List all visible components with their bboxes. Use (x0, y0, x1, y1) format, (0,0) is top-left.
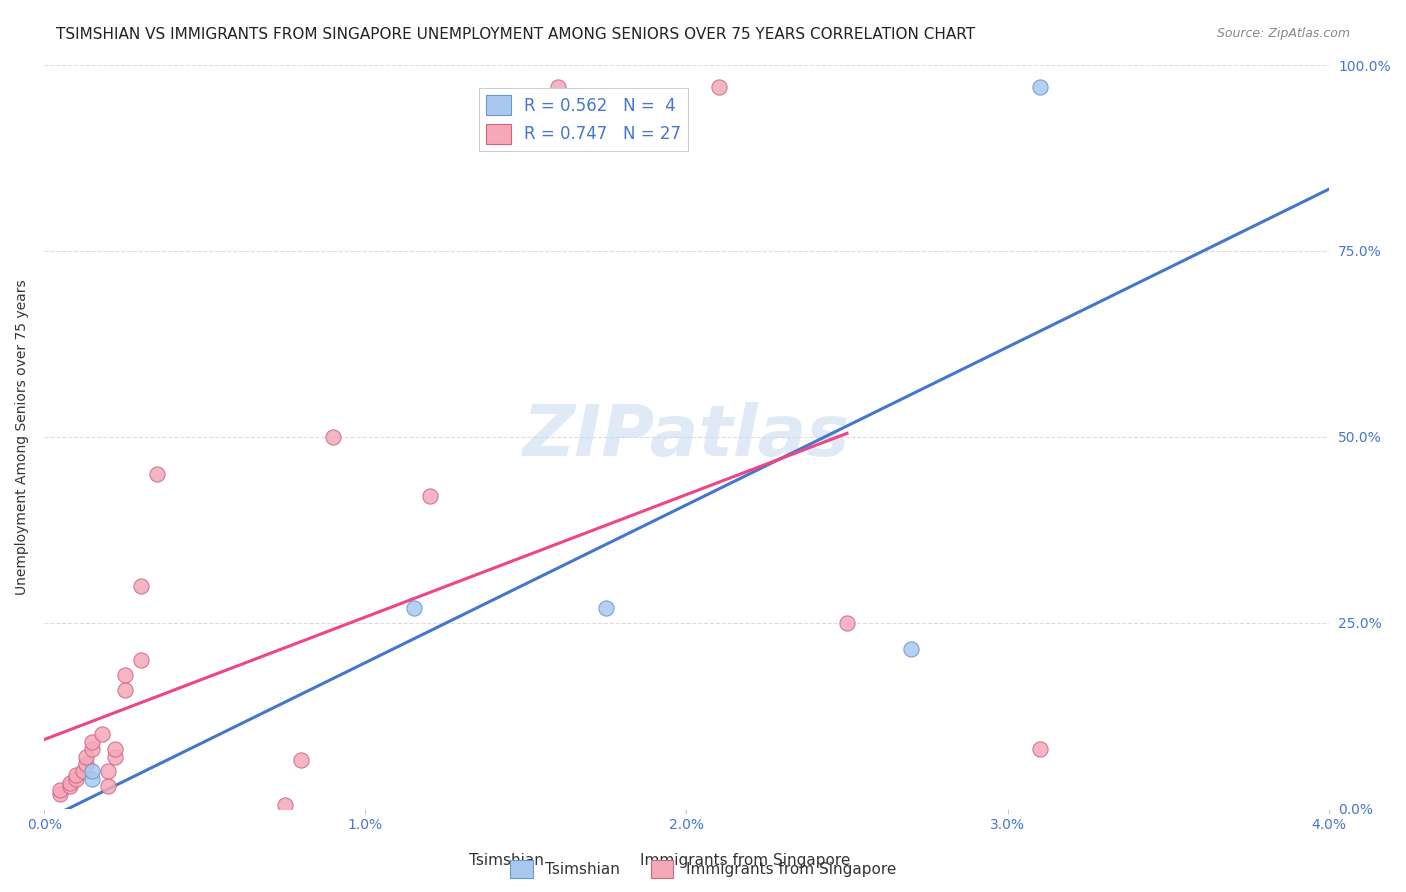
Point (82, 742, 104, 756)
Point (65, 768, 87, 782)
Point (65, 772, 87, 786)
Legend: Tsimshian, Immigrants from Singapore: Tsimshian, Immigrants from Singapore (503, 854, 903, 884)
Point (707, 80, 730, 95)
Legend: R = 0.562   N =  4, R = 0.747   N = 27: R = 0.562 N = 4, R = 0.747 N = 27 (479, 88, 688, 151)
Point (75, 749, 97, 764)
Text: Immigrants from Singapore: Immigrants from Singapore (640, 854, 851, 868)
Point (419, 489, 441, 503)
Point (97, 780, 120, 794)
Point (72, 764, 94, 779)
Point (290, 753, 312, 767)
Point (91, 727, 114, 741)
Point (59, 780, 82, 794)
Y-axis label: Unemployment Among Seniors over 75 years: Unemployment Among Seniors over 75 years (15, 279, 30, 595)
Point (900, 641, 922, 656)
Point (82, 772, 104, 786)
Point (274, 797, 297, 812)
Text: Tsimshian: Tsimshian (468, 854, 544, 868)
Point (49, 787, 72, 801)
Point (129, 653, 152, 667)
Point (59, 775, 82, 789)
Point (547, 80, 569, 95)
Point (49, 783, 72, 797)
Point (322, 430, 344, 444)
Text: TSIMSHIAN VS IMMIGRANTS FROM SINGAPORE UNEMPLOYMENT AMONG SENIORS OVER 75 YEARS : TSIMSHIAN VS IMMIGRANTS FROM SINGAPORE U… (56, 27, 976, 42)
Text: Source: ZipAtlas.com: Source: ZipAtlas.com (1216, 27, 1350, 40)
Text: ZIPatlas: ZIPatlas (523, 402, 851, 471)
Point (1028, 80, 1050, 95)
Point (104, 749, 127, 764)
Point (75, 757, 97, 772)
Point (114, 682, 136, 697)
Point (145, 467, 167, 481)
Point (82, 735, 104, 749)
Point (97, 764, 120, 779)
Point (82, 764, 104, 779)
Point (104, 742, 127, 756)
Point (595, 601, 617, 615)
Point (1028, 742, 1050, 756)
Point (129, 579, 152, 593)
Point (835, 615, 858, 630)
Point (114, 668, 136, 682)
Point (402, 601, 425, 615)
